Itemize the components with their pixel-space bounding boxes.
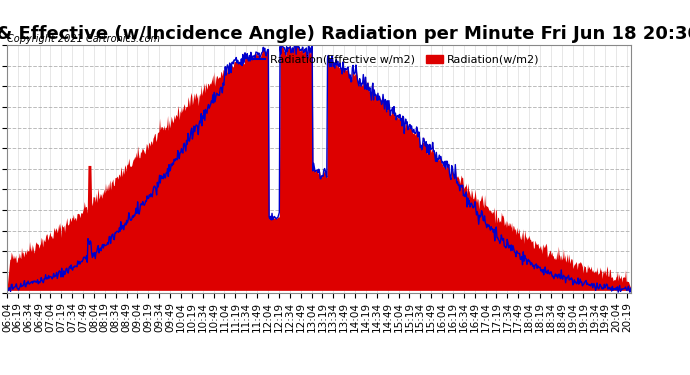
Text: Copyright 2021 Cartronics.com: Copyright 2021 Cartronics.com	[7, 34, 160, 44]
Legend: Radiation(Effective w/m2), Radiation(w/m2): Radiation(Effective w/m2), Radiation(w/m…	[244, 51, 544, 69]
Title: Solar & Effective (w/Incidence Angle) Radiation per Minute Fri Jun 18 20:30: Solar & Effective (w/Incidence Angle) Ra…	[0, 26, 690, 44]
